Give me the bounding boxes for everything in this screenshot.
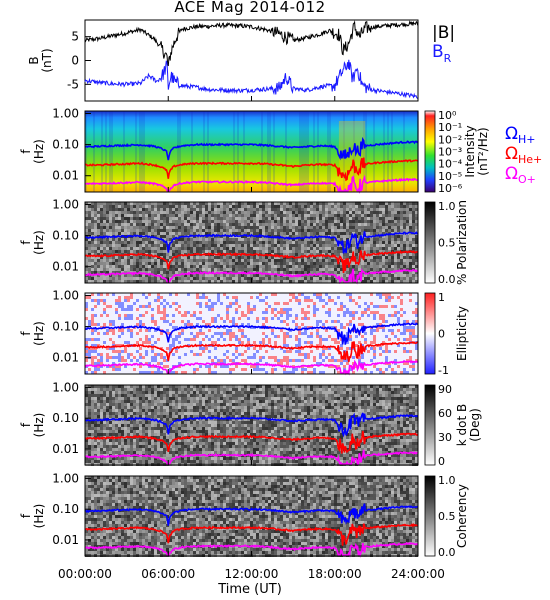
y-tick-label: 0.10	[52, 502, 79, 516]
intensity-colorbar-title: Intensity(nT²/Hz)	[463, 125, 490, 177]
spectrogram-cells	[85, 476, 418, 557]
colorbar-tick-label: 0.0	[438, 546, 456, 559]
colorbar-tick-label: 0.0	[438, 273, 456, 286]
intensity-heatmap	[85, 111, 418, 192]
wave-normal-y-axis-label: f(Hz)	[19, 413, 46, 438]
polarization-colorbar	[424, 201, 436, 284]
intensity-y-axis-label: f(Hz)	[19, 139, 46, 164]
colorbar-tick-label: 60	[438, 407, 452, 420]
ellipticity-colorbar-title: Ellipticity	[455, 306, 469, 361]
x-tick-label: 24:00:00	[391, 567, 445, 581]
colorbar-tick-label: 1.0	[438, 474, 456, 487]
y-tick-label: 0.01	[52, 442, 79, 456]
colorbar-tick-label: 10⁻⁴	[438, 158, 463, 171]
legend-heplus: ΩHe+	[505, 144, 542, 166]
colorbar-tick-label: 10⁻³	[438, 146, 462, 159]
field-y-axis-label: B(nT)	[27, 48, 54, 72]
y-tick-label: 0.10	[52, 411, 79, 425]
colorbar-tick-label: 10⁰	[438, 109, 457, 122]
y-tick-label: 1.00	[52, 380, 79, 394]
y-tick-label: 0.01	[52, 169, 79, 183]
heplus-gyrofrequency-line	[84, 523, 419, 546]
y-tick-label: 0.10	[52, 320, 79, 334]
x-tick-label: 18:00:00	[308, 567, 362, 581]
heplus-gyrofrequency-line	[84, 341, 419, 363]
coherency-y-axis-label: f(Hz)	[19, 504, 46, 529]
polarization-y-axis-label: f(Hz)	[19, 230, 46, 255]
colorbar-tick-label: 30	[438, 431, 452, 444]
y-tick-label: 0.10	[52, 138, 79, 152]
colorbar-tick-label: 0.5	[438, 237, 456, 250]
y-tick-label: 1.00	[52, 471, 79, 485]
y-tick-label: 0.01	[52, 260, 79, 274]
y-tick-label: -5	[67, 77, 79, 91]
figure-title: ACE Mag 2014-012	[174, 0, 326, 16]
legend-br: BR	[432, 42, 452, 65]
legend-btotal: |B|	[432, 23, 455, 43]
ellipticity-colorbar	[424, 292, 436, 375]
hplus-gyrofrequency-line	[84, 322, 419, 345]
y-tick-label: 5	[71, 30, 79, 44]
colorbar-tick-label: 1	[438, 291, 445, 304]
legend-hplus: ΩH+	[505, 124, 536, 146]
x-tick-label: 06:00:00	[141, 567, 195, 581]
hplus-gyrofrequency-line	[85, 503, 419, 526]
y-tick-label: 0.01	[52, 351, 79, 365]
heplus-gyrofrequency-line	[84, 249, 419, 274]
y-tick-label: 0	[71, 54, 79, 68]
x-axis-title: Time (UT)	[218, 582, 282, 597]
colorbar-tick-label: 10⁻⁶	[438, 182, 463, 195]
heplus-gyrofrequency-line	[84, 430, 419, 454]
y-tick-label: 0.01	[52, 533, 79, 547]
wave-normal-colorbar	[424, 384, 436, 466]
colorbar-tick-label: 0	[438, 455, 445, 468]
colorbar-tick-label: 90	[438, 383, 452, 396]
y-tick-label: 0.10	[52, 229, 79, 243]
coherency-colorbar-title: Coherency	[455, 484, 469, 548]
oplus-gyrofrequency-line	[84, 267, 419, 285]
spectrogram-cells	[85, 385, 418, 466]
hplus-gyrofrequency-line	[84, 136, 419, 161]
legend-oplus: ΩO+	[505, 164, 536, 186]
oplus-gyrofrequency-line	[84, 541, 419, 559]
hplus-gyrofrequency-line	[84, 412, 419, 438]
oplus-gyrofrequency-line	[84, 359, 419, 376]
hplus-gyrofrequency-line	[84, 231, 419, 254]
colorbar-tick-label: 0	[438, 328, 445, 341]
polarization-colorbar-title: % Polarization	[455, 200, 469, 285]
x-tick-label: 00:00:00	[58, 567, 112, 581]
y-tick-label: 1.00	[52, 197, 79, 211]
oplus-gyrofrequency-line	[84, 449, 419, 466]
btotal-series-line	[84, 20, 419, 67]
colorbar-tick-label: 1.0	[438, 200, 456, 213]
colorbar-tick-label: 10⁻²	[438, 133, 462, 146]
colorbar-tick-label: 10⁻⁵	[438, 170, 462, 183]
heplus-gyrofrequency-line	[84, 157, 419, 182]
oplus-gyrofrequency-line	[84, 174, 418, 194]
y-tick-label: 1.00	[52, 288, 79, 302]
ellipticity-y-axis-label: f(Hz)	[19, 321, 46, 346]
intensity-colorbar	[424, 110, 436, 193]
wave-normal-colorbar-title: k dot B(Deg)	[455, 404, 482, 446]
x-tick-label: 12:00:00	[225, 567, 279, 581]
coherency-colorbar	[424, 475, 436, 557]
colorbar-tick-label: 0.5	[438, 510, 456, 523]
colorbar-tick-label: 10⁻¹	[438, 121, 462, 134]
y-tick-label: 1.00	[52, 106, 79, 120]
br-series-line	[84, 59, 419, 99]
spectrogram-cells	[85, 202, 418, 283]
intensity-streaks	[85, 111, 419, 192]
colorbar-tick-label: -1	[438, 364, 449, 377]
